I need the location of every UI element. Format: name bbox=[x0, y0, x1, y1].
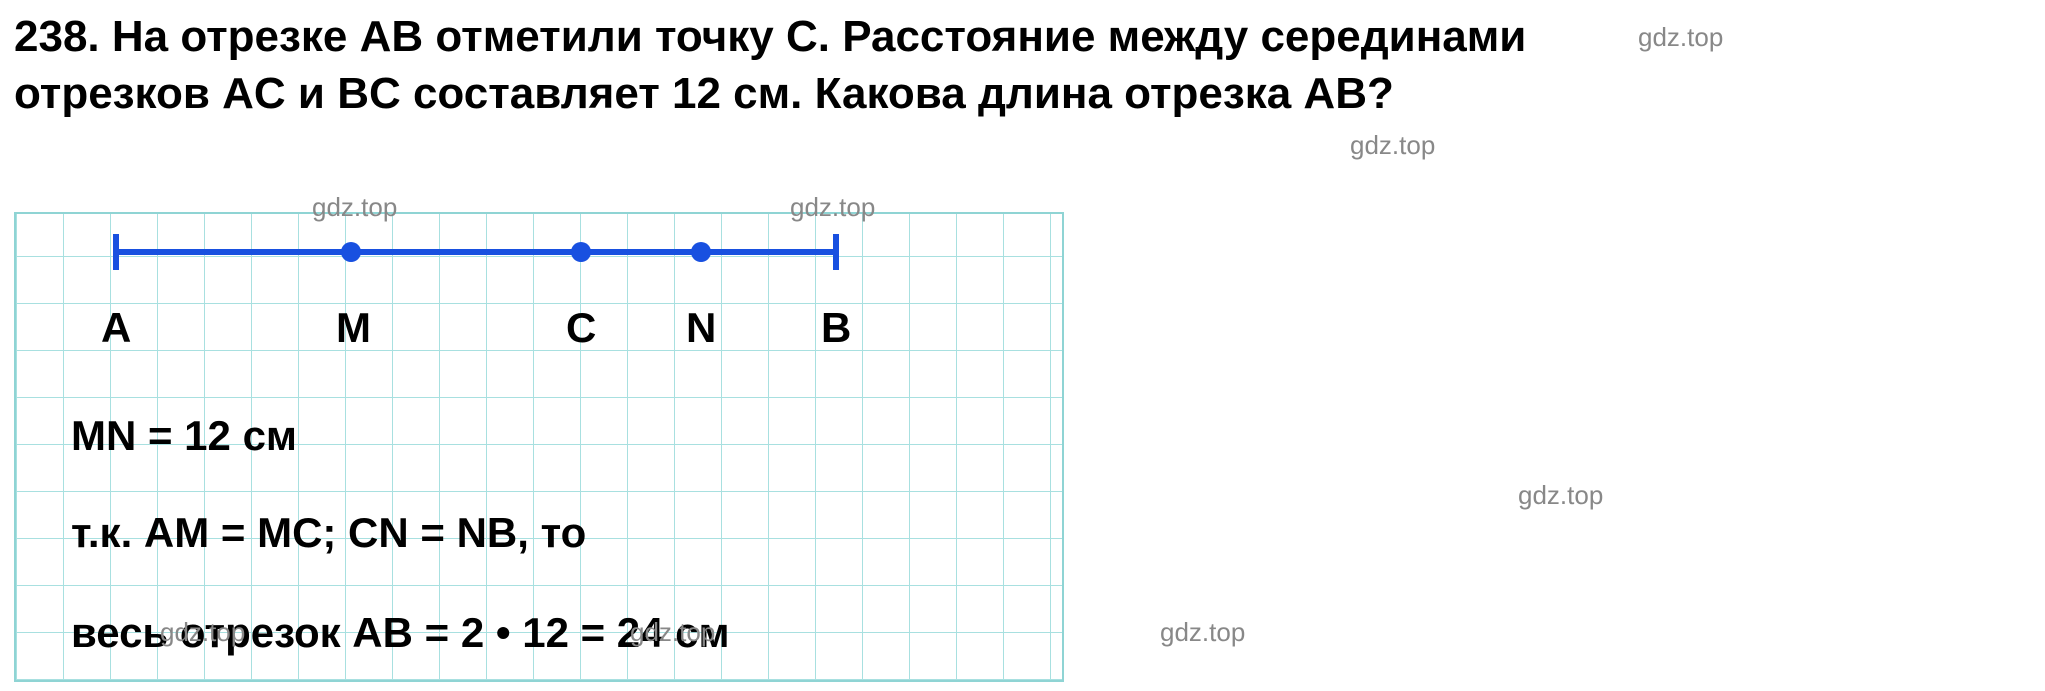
label-n: N bbox=[686, 304, 716, 352]
watermark-7: gdz.top bbox=[1160, 617, 1245, 648]
problem-text: 238. На отрезке AB отметили точку C. Рас… bbox=[14, 12, 1526, 118]
label-b: B bbox=[821, 304, 851, 352]
watermark-1: gdz.top bbox=[1350, 130, 1435, 161]
point-n bbox=[691, 242, 711, 262]
point-c bbox=[571, 242, 591, 262]
solution-grid: A M C N B MN = 12 см т.к. AM = MC; CN = … bbox=[14, 212, 1064, 682]
problem-statement: 238. На отрезке AB отметили точку C. Рас… bbox=[14, 8, 1574, 122]
watermark-5: gdz.top bbox=[160, 617, 245, 648]
segment-diagram bbox=[111, 224, 851, 284]
watermark-3: gdz.top bbox=[790, 192, 875, 223]
watermark-6: gdz.top bbox=[630, 617, 715, 648]
label-m: M bbox=[336, 304, 371, 352]
label-c: C bbox=[566, 304, 596, 352]
solution-line-1: MN = 12 см bbox=[71, 412, 297, 460]
solution-line-2: т.к. AM = MC; CN = NB, то bbox=[71, 509, 586, 557]
watermark-0: gdz.top bbox=[1638, 22, 1723, 53]
point-m bbox=[341, 242, 361, 262]
watermark-4: gdz.top bbox=[1518, 480, 1603, 511]
label-a: A bbox=[101, 304, 131, 352]
watermark-2: gdz.top bbox=[312, 192, 397, 223]
